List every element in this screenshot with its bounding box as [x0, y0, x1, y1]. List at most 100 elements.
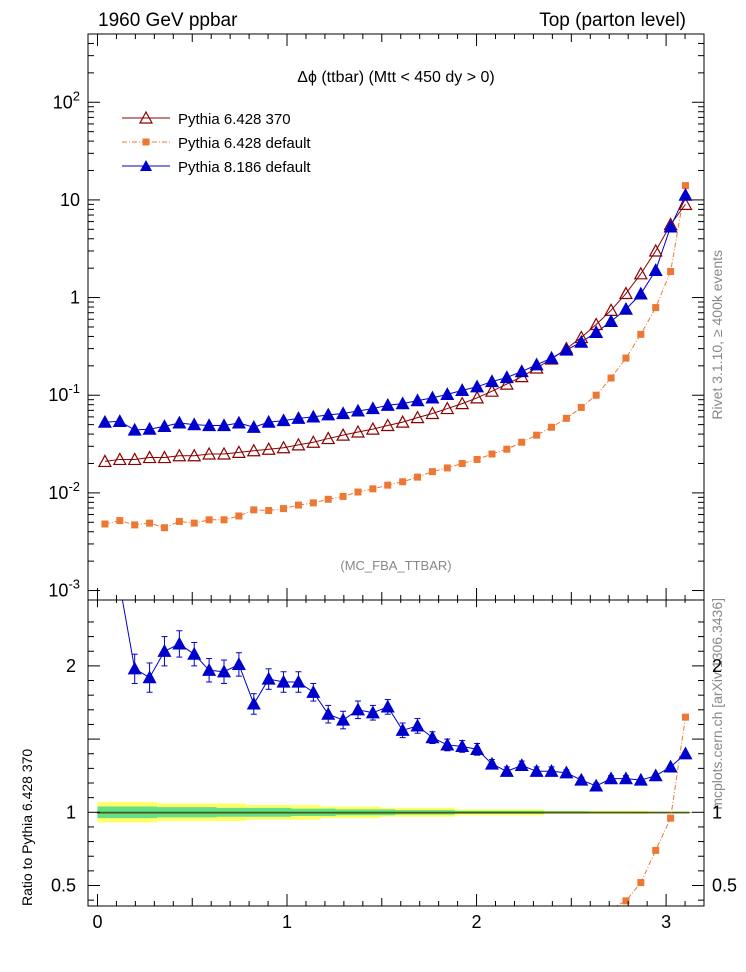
ratio-marker-default6 [295, 920, 302, 927]
marker-py8 [559, 342, 574, 356]
marker-default6 [384, 481, 392, 489]
ratio-marker-py8 [306, 684, 321, 698]
marker-py8 [231, 415, 246, 429]
marker-default6 [280, 505, 288, 513]
marker-py8 [127, 422, 142, 436]
marker-ref [291, 437, 306, 451]
y-tick-label: 1 [70, 288, 80, 308]
y-tick-label: 102 [53, 88, 80, 112]
marker-py8 [276, 413, 291, 427]
marker-ref [246, 443, 261, 457]
marker-ref [97, 454, 112, 468]
marker-default6 [324, 495, 332, 503]
marker-ref [618, 286, 633, 300]
ratio-plot-axes: 0.5 0.5 1 1 2 2 [51, 600, 737, 906]
ratio-marker-py8 [142, 670, 157, 684]
ratio-marker-py8 [678, 746, 693, 760]
legend-entry-py8: Pythia 8.186 default [122, 159, 311, 176]
x-tick-labels: 0 1 2 3 [92, 912, 671, 932]
legend-entry-ref: Pythia 6.428 370 [122, 110, 291, 128]
marker-ref [633, 266, 648, 280]
y-tick-label: 10 [60, 190, 80, 210]
x-tick-label: 3 [661, 912, 671, 932]
marker-default6 [577, 403, 585, 411]
ratio-marker-default6 [221, 924, 228, 931]
marker-default6 [339, 492, 347, 500]
ratio-marker-default6 [563, 927, 570, 934]
marker-ref [380, 418, 395, 432]
ratio-marker-default6 [518, 924, 525, 931]
series-line-py8 [104, 194, 686, 431]
marker-py8 [306, 409, 321, 423]
ratio-marker-default6 [369, 919, 376, 926]
marker-ref [365, 421, 380, 435]
marker-default6 [518, 438, 526, 446]
ratio-marker-default6 [414, 919, 421, 926]
marker-default6 [548, 423, 556, 431]
ratio-marker-py8 [499, 764, 514, 777]
ratio-marker-default6 [310, 920, 317, 927]
ratio-y-label: Ratio to Pythia 6.428 370 [19, 749, 35, 906]
y-tick-label-right: 0.5 [712, 876, 737, 896]
ratio-marker-py8 [246, 696, 261, 710]
marker-default6 [622, 354, 630, 362]
ratio-marker-default6 [384, 919, 391, 926]
marker-default6 [488, 450, 496, 458]
marker-ref [142, 450, 157, 464]
ratio-marker-py8 [276, 674, 291, 688]
marker-py8 [395, 396, 410, 410]
ratio-marker-py8 [365, 705, 380, 719]
marker-py8 [261, 414, 276, 428]
ratio-marker-py8 [217, 664, 232, 678]
legend-label-py8: Pythia 8.186 default [178, 159, 311, 176]
marker-default6 [667, 267, 675, 275]
ratio-marker-py8 [157, 643, 172, 657]
marker-ref [470, 390, 485, 404]
ratio-marker-py8 [529, 764, 544, 777]
ratio-marker-default6 [548, 926, 555, 933]
marker-py8 [678, 187, 693, 201]
ratio-marker-py8 [544, 764, 559, 777]
marker-ref [261, 441, 276, 455]
marker-default6 [637, 330, 645, 338]
ratio-marker-py8 [425, 730, 440, 744]
y-tick-label-right: 2 [712, 656, 722, 676]
marker-ref [410, 410, 425, 424]
y-tick-label: 2 [66, 656, 76, 676]
marker-py8 [142, 421, 157, 435]
marker-ref [440, 401, 455, 415]
series-line-ref [104, 204, 686, 462]
marker-ref [187, 448, 202, 462]
marker-py8 [499, 370, 514, 384]
ratio-marker-default6 [488, 922, 495, 929]
ratio-marker-default6 [161, 927, 168, 934]
marker-py8 [112, 414, 127, 427]
legend: Pythia 6.428 370 Pythia 6.428 default Py… [122, 110, 311, 176]
ratio-marker-py8 [589, 778, 604, 792]
ratio-marker-py8 [172, 636, 187, 650]
ratio-marker-py8 [559, 765, 574, 779]
ratio-marker-default6 [503, 924, 510, 931]
marker-ref [499, 376, 514, 390]
ratio-marker-py8 [648, 768, 663, 782]
ratio-marker-py8 [514, 758, 529, 772]
marker-py8 [336, 406, 351, 420]
marker-py8 [187, 417, 202, 431]
x-tick-label: 0 [92, 912, 102, 932]
plot-title: Δϕ (ttbar) (Mtt < 450 dy > 0) [297, 69, 495, 86]
marker-py8 [172, 415, 187, 429]
header-left: 1960 GeV ppbar [98, 10, 238, 31]
side-label-rivet: Rivet 3.1.10, ≥ 400k events [709, 250, 725, 420]
marker-default6 [681, 182, 689, 190]
marker-default6 [369, 485, 377, 493]
marker-py8 [365, 401, 380, 415]
ratio-marker-py8 [604, 771, 619, 785]
ratio-marker-py8 [380, 699, 395, 713]
ratio-marker-py8 [291, 674, 306, 688]
marker-py8 [663, 219, 678, 233]
marker-default6 [607, 374, 615, 382]
open-triangle-icon [138, 110, 154, 124]
ratio-marker-py8 [261, 671, 276, 685]
ratio-marker-py8 [231, 657, 246, 671]
